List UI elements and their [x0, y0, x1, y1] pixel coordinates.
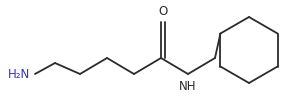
Text: NH: NH: [179, 80, 197, 92]
Text: O: O: [158, 5, 168, 18]
Text: H₂N: H₂N: [8, 67, 30, 81]
